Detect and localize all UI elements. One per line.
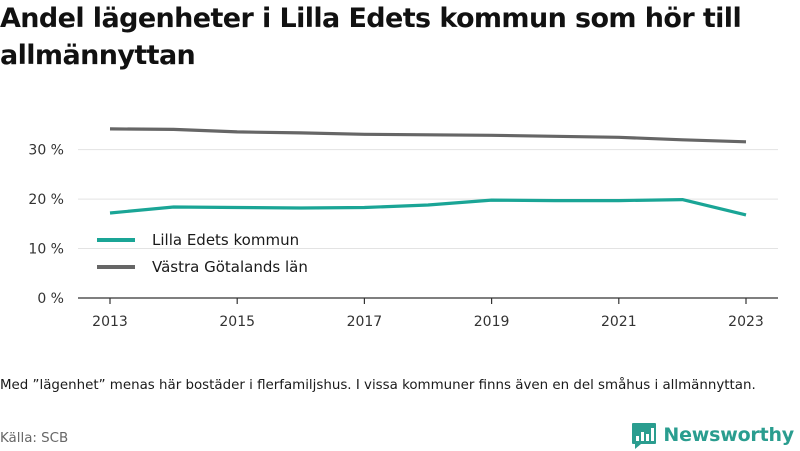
y-tick-label: 20 % (28, 192, 64, 208)
series-line-1 (109, 127, 747, 144)
chart-title: Andel lägenheter i Lilla Edets kommun so… (0, 3, 742, 71)
newsworthy-logo-icon (632, 422, 657, 449)
series-lines (109, 127, 747, 217)
y-tick-label: 30 % (28, 143, 64, 159)
legend-label-1: Västra Götalands län (152, 258, 308, 276)
series-line-0 (109, 197, 747, 217)
brand-name: Newsworthy (663, 424, 794, 446)
x-tick-label: 2017 (347, 314, 383, 330)
y-tick-label: 10 % (28, 242, 64, 258)
legend-label-0: Lilla Edets kommun (152, 231, 299, 249)
x-tick-label: 2023 (728, 314, 764, 330)
y-axis-labels: 0 % 10 % 20 % 30 % (28, 143, 64, 307)
legend: Lilla Edets kommun Västra Götalands län (97, 231, 308, 276)
line-chart: 0 % 10 % 20 % 30 % 2013 2015 2017 2019 2021 2023… (28, 127, 778, 330)
newsworthy-brand[interactable]: Newsworthy (631, 419, 794, 451)
x-tick-label: 2013 (92, 314, 128, 330)
x-tick-label: 2021 (601, 314, 637, 330)
y-tick-label: 0 % (37, 291, 64, 307)
footnote: Med ”lägenhet” menas här bostäder i fler… (0, 378, 756, 393)
x-tick-label: 2015 (219, 314, 255, 330)
x-tick-label: 2019 (474, 314, 510, 330)
source-label: Källa: SCB (0, 431, 69, 446)
x-axis: 2013 2015 2017 2019 2021 2023 (78, 297, 778, 330)
